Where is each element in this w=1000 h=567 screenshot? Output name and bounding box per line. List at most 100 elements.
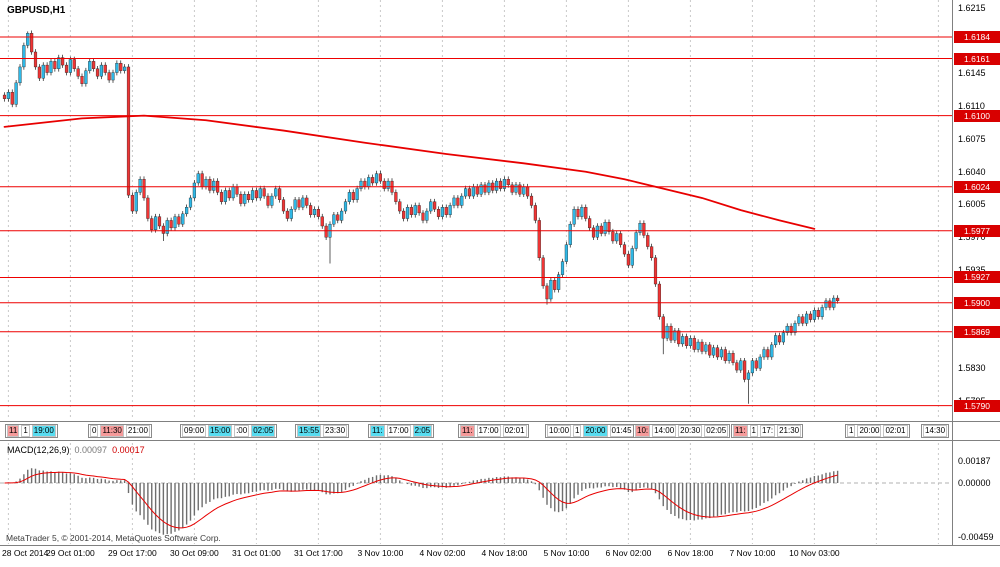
timeline-cell[interactable]: 02:01 [502, 425, 527, 437]
candle-body [367, 177, 371, 187]
timeline-cell[interactable]: 0 [90, 425, 99, 437]
timeline-cell[interactable]: 10: [635, 425, 651, 437]
timeline-cell[interactable]: 11: [733, 425, 748, 437]
candle-body [529, 195, 534, 206]
timeline-cell[interactable]: 1 [847, 425, 856, 437]
price-scale[interactable]: 1.6215 1.6145 1.6110 1.6075 1.6040 1.6005 1.59… [953, 0, 1000, 546]
timeline-group[interactable]: 1 20:00 02:01 [845, 424, 910, 438]
timeline-cell[interactable]: 20:30 [678, 425, 703, 437]
price-level-badge: 1.6184 [954, 31, 1000, 43]
candle-body [146, 197, 150, 219]
timeline-group[interactable]: 15:55 23:30 [295, 424, 350, 438]
timeline-cell[interactable]: 11: [460, 425, 475, 437]
candle-body [165, 220, 169, 234]
timeline-cell[interactable]: 17:00 [386, 425, 411, 437]
timeline-group[interactable]: 09:00 15:00:00 02:05 [180, 424, 278, 438]
timeline-group[interactable]: 10: 14:00 20:30 02:05 [633, 424, 731, 438]
candle-body [630, 248, 634, 266]
candle-body [309, 205, 313, 215]
timeline-group[interactable]: 11: 17:00 02:01 [458, 424, 529, 438]
timeline-cell[interactable]: 1 [573, 425, 582, 437]
timeline-cell[interactable]: 21:30 [777, 425, 802, 437]
candle-body [173, 216, 177, 229]
timeline-cell[interactable]: 1 [749, 425, 758, 437]
candle-body [45, 64, 49, 73]
candle-body [262, 188, 266, 197]
candle-body [41, 64, 45, 79]
candle-body [591, 227, 596, 238]
timeline-cell[interactable]: 09:00 [182, 425, 207, 437]
candle-body [192, 182, 196, 199]
timeline-group[interactable]: 0 11:30 21:00 [88, 424, 152, 438]
date-tick-label: 31 Oct 17:00 [294, 548, 343, 558]
candle-body [340, 210, 344, 221]
timeline-cell[interactable]: 21:00 [125, 425, 150, 437]
timeline-cell[interactable]: 02:01 [883, 425, 908, 437]
candle-body [731, 353, 735, 363]
candle-body [301, 197, 305, 208]
candle-body [743, 360, 747, 380]
timeline-cell[interactable]: 17:00 [476, 425, 501, 437]
candle-body [429, 201, 433, 212]
candle-body [498, 180, 503, 189]
timeline-cell[interactable]: 11 [7, 425, 20, 437]
candle-body [622, 244, 627, 255]
timeline-group[interactable]: 11: 17:00 2:05 [368, 424, 435, 438]
candle-body [92, 61, 96, 69]
timeline-cell[interactable]: 14:00 [652, 425, 677, 437]
candle-body [836, 297, 840, 302]
candle-body [157, 216, 162, 227]
timeline-group[interactable]: 14:30 [921, 424, 950, 438]
timeline-cell[interactable]: 11: [370, 425, 385, 437]
price-tick-label: 1.5970 [958, 232, 986, 243]
candle-body [30, 33, 34, 53]
candle-body [14, 82, 18, 105]
candle-body [708, 344, 712, 356]
price-tick-label: 1.6075 [958, 133, 986, 144]
candle-body [84, 70, 88, 84]
candle-body [332, 214, 336, 225]
candle-body [638, 223, 642, 233]
timeline-cell[interactable]: 14:30 [923, 425, 948, 437]
candle-body [254, 190, 258, 199]
timeline-group[interactable]: 11 1 19:00 [5, 424, 58, 438]
timeline-cell[interactable]: 19:00 [31, 425, 56, 437]
candle-body [181, 213, 185, 225]
timeline-cell[interactable]: 11:30 [100, 425, 124, 437]
candle-body [801, 316, 805, 324]
timeline-cell[interactable]: 20:00 [857, 425, 882, 437]
timeline-cell[interactable]: 15:00 [208, 425, 233, 437]
timeline-cell[interactable]: 17: [759, 425, 776, 437]
time-scale[interactable]: 28 Oct 2014 29 Oct 01:00 29 Oct 17:00 30 Oc… [0, 548, 1000, 564]
candle-body [479, 184, 483, 195]
candle-body [723, 349, 727, 361]
candle-body [138, 179, 142, 193]
candle-body [557, 274, 561, 290]
candle-body [560, 261, 565, 275]
candle-body [805, 313, 809, 324]
timeline-group[interactable]: 10:00 1 20:00 01:45 [545, 424, 636, 438]
candle-body [712, 347, 716, 356]
price-tick-label: 1.5830 [958, 363, 986, 374]
candle-body [359, 180, 363, 189]
timeline-group[interactable]: 11: 1 17: 21:30 [731, 424, 804, 438]
candle-body [684, 336, 689, 346]
candle-body [278, 188, 282, 200]
candle-body [777, 335, 782, 343]
timeline-cell[interactable]: :00 [234, 425, 250, 437]
timeline-cell[interactable]: 20:00 [583, 425, 608, 437]
timeline-cell[interactable]: 01:45 [609, 425, 634, 437]
candle-body [634, 232, 638, 249]
date-tick-label: 6 Nov 02:00 [605, 548, 652, 558]
timeline-cell[interactable]: 23:30 [323, 425, 348, 437]
timeline-cell[interactable]: 15:55 [297, 425, 322, 437]
candle-body [677, 330, 681, 345]
timeline-cell[interactable]: 02:05 [704, 425, 729, 437]
timeline-cell[interactable]: 2:05 [412, 425, 433, 437]
timeline-cell[interactable]: 02:05 [251, 425, 276, 437]
timeline-cell[interactable]: 1 [21, 425, 30, 437]
moving-average-line[interactable] [3, 114, 816, 230]
timeline-cell[interactable]: 10:00 [547, 425, 572, 437]
candle-body [719, 349, 723, 358]
